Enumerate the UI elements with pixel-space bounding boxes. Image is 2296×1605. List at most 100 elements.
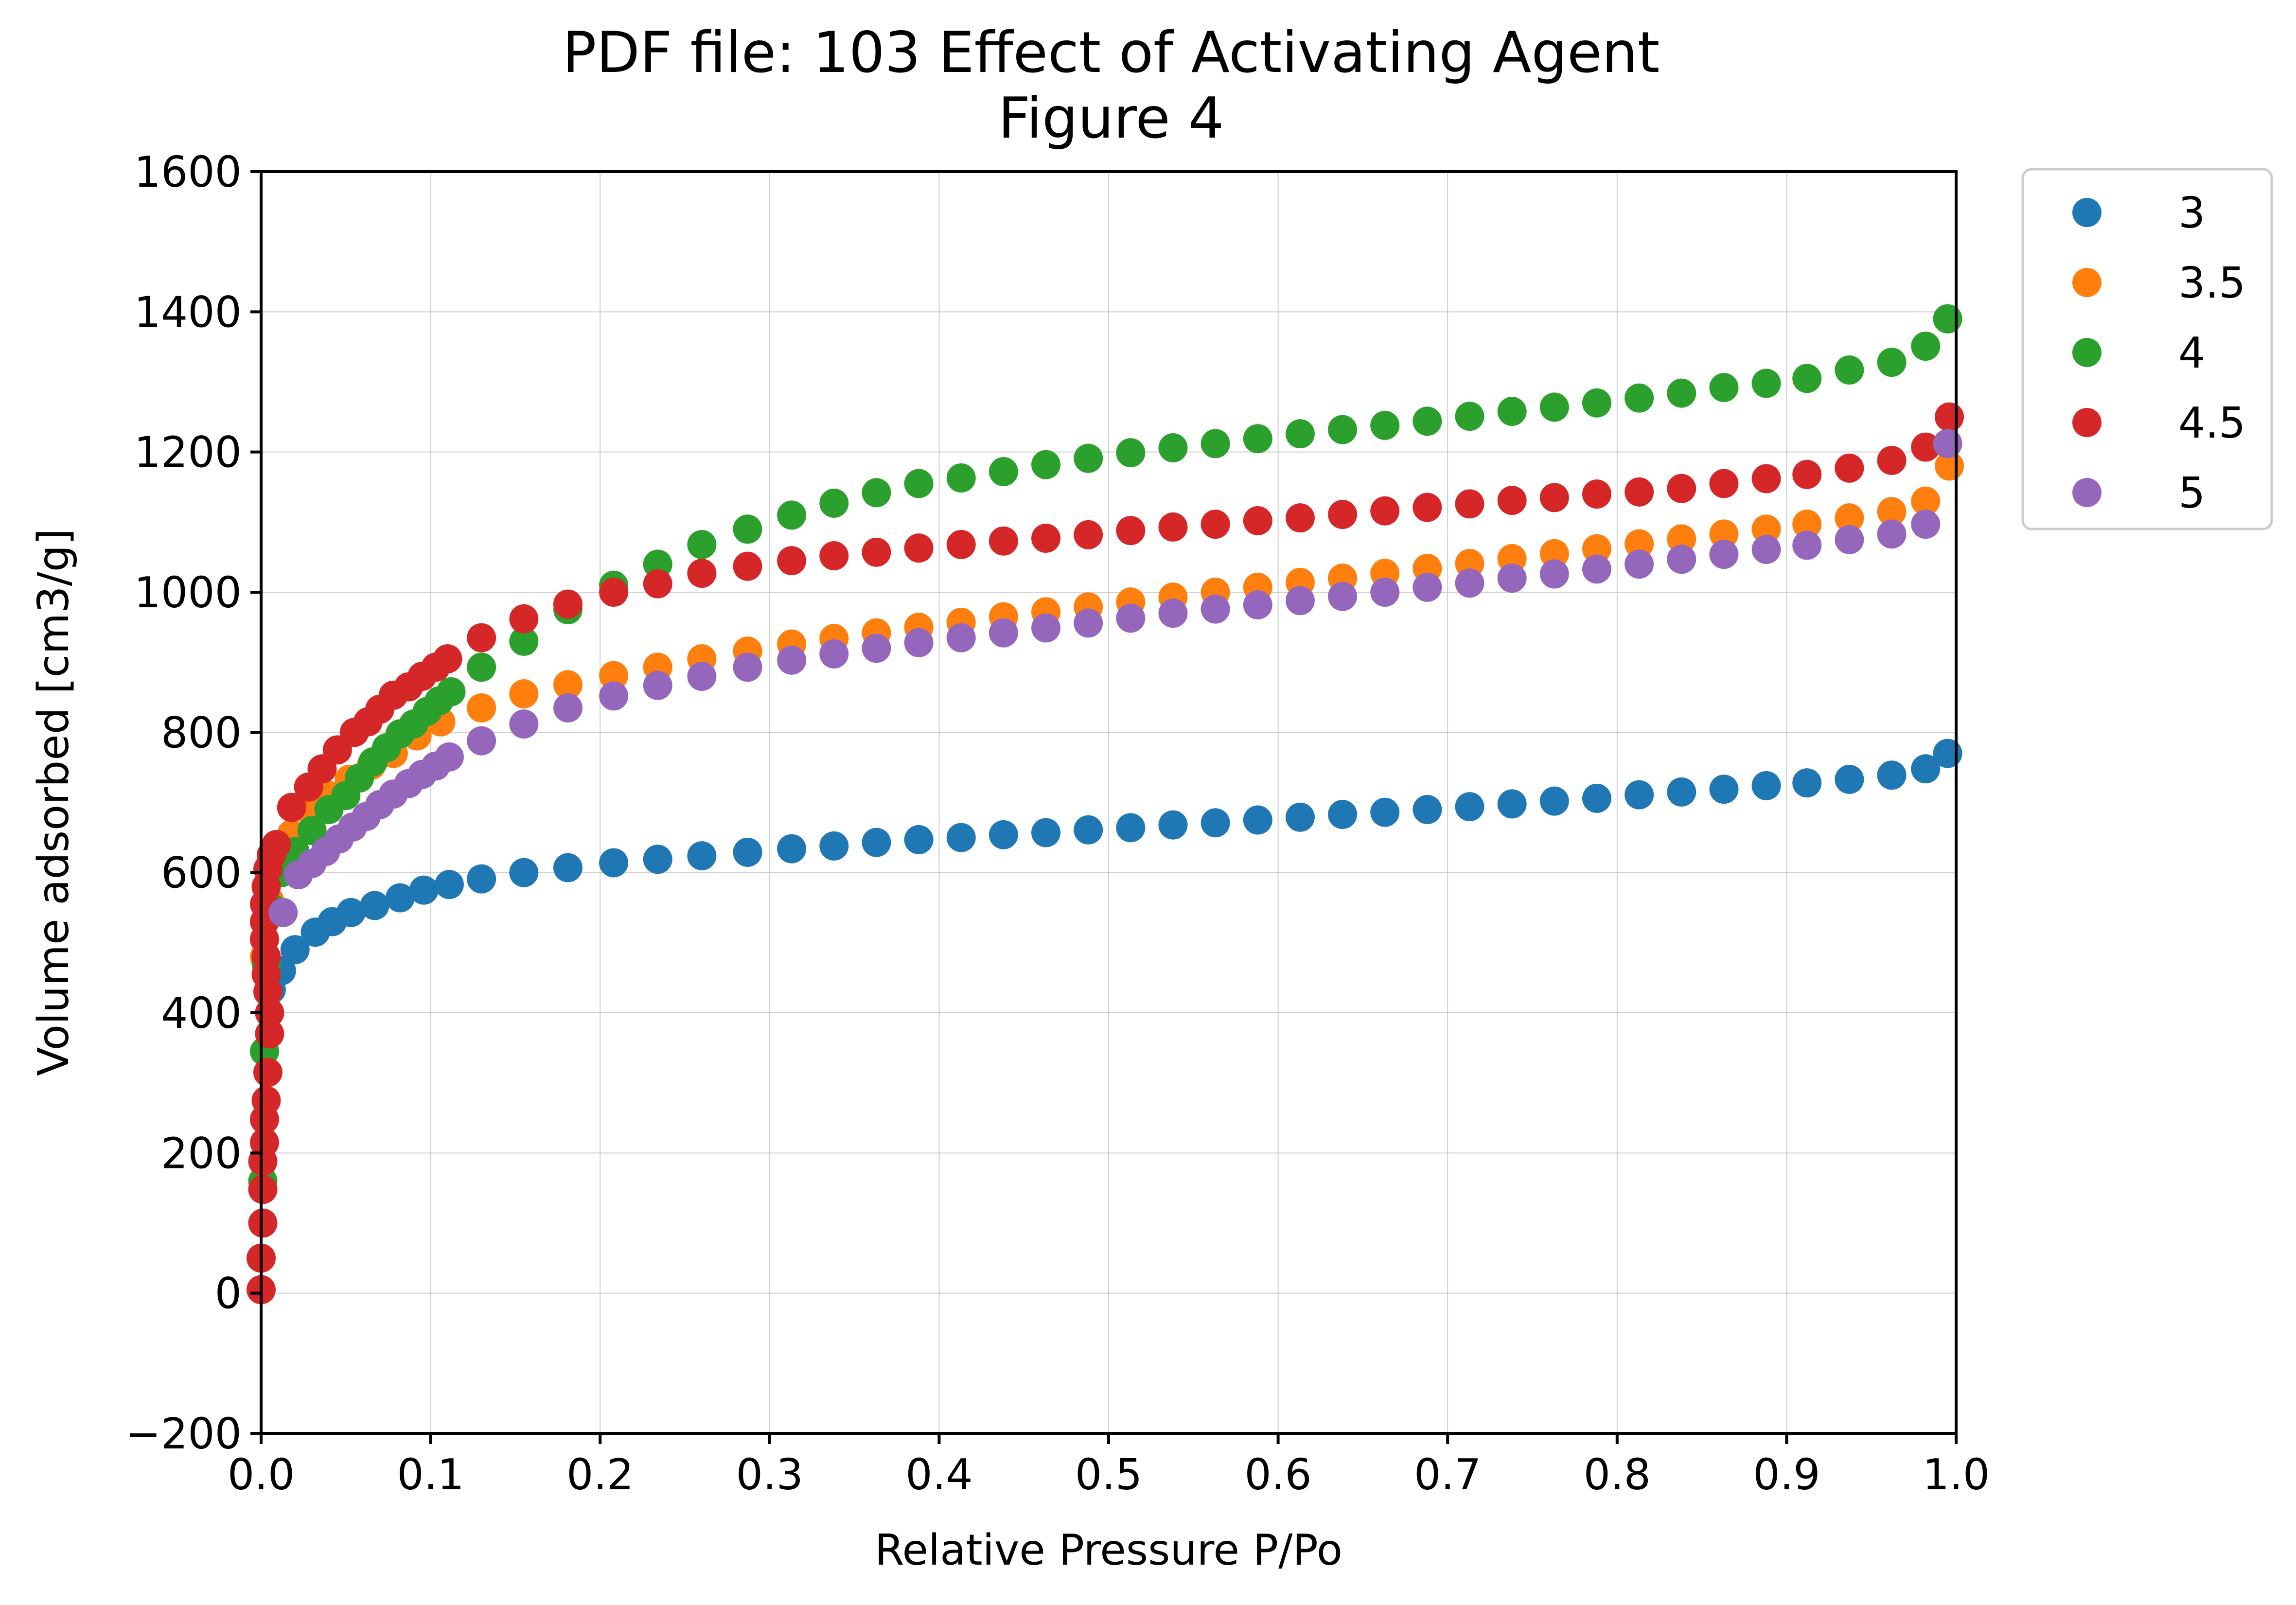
data-point: [1370, 496, 1400, 526]
data-point: [1877, 497, 1907, 527]
data-point: [1455, 792, 1484, 822]
data-point: [360, 891, 389, 920]
data-point: [904, 628, 934, 657]
data-point: [862, 828, 891, 857]
legend-marker: [2072, 338, 2102, 367]
data-point: [777, 500, 807, 530]
data-point: [1835, 355, 1864, 385]
data-point: [819, 488, 849, 518]
data-point: [1709, 775, 1739, 804]
data-point: [385, 883, 415, 913]
data-point: [248, 1208, 278, 1238]
data-point: [777, 546, 807, 576]
data-point: [946, 463, 976, 493]
data-point: [509, 604, 539, 634]
data-point: [1582, 388, 1611, 418]
data-point: [1497, 789, 1527, 819]
data-point: [1933, 739, 1962, 768]
y-tick-label: 600: [161, 848, 242, 898]
data-point: [862, 634, 891, 663]
data-point: [1751, 464, 1781, 494]
data-point: [509, 679, 539, 709]
data-point: [1582, 534, 1611, 564]
data-point: [1074, 608, 1103, 638]
data-point: [1031, 523, 1061, 553]
data-point: [1413, 493, 1442, 522]
data-point: [1201, 429, 1230, 459]
x-axis-ticks: 0.0 0.1 0.2 0.3 0.4 0.5 0.6 0.7 0.8 0.9 1.0: [228, 1433, 1990, 1499]
data-point: [277, 793, 306, 822]
data-point: [268, 898, 298, 927]
data-point: [733, 514, 762, 544]
data-point: [1539, 786, 1569, 816]
data-point: [467, 693, 496, 723]
x-tick-label: 0.2: [566, 1450, 634, 1499]
data-point: [1582, 479, 1611, 509]
data-point: [1709, 373, 1739, 403]
data-point: [733, 653, 762, 682]
data-point: [1709, 540, 1739, 569]
data-point: [1792, 364, 1822, 393]
legend-label: 3: [2178, 188, 2205, 238]
data-point: [946, 529, 976, 559]
data-point: [467, 726, 496, 756]
data-point: [1031, 818, 1061, 847]
data-point: [1370, 578, 1400, 607]
legend-frame: [2021, 168, 2273, 530]
data-point: [643, 845, 672, 874]
data-point: [862, 537, 891, 567]
data-point: [904, 533, 934, 563]
data-point: [1625, 780, 1654, 810]
legend-marker: [2072, 408, 2102, 437]
data-point: [599, 578, 629, 607]
data-point: [1835, 525, 1864, 554]
legend-label: 5: [2178, 468, 2205, 518]
data-point: [1074, 520, 1103, 549]
data-point: [989, 457, 1018, 487]
data-point: [1835, 453, 1864, 483]
data-point: [1935, 402, 1964, 432]
data-point: [1539, 483, 1569, 512]
legend-marker: [2072, 478, 2102, 507]
data-point: [1158, 433, 1188, 463]
data-point: [1625, 549, 1654, 579]
data-point: [1328, 800, 1358, 829]
data-point: [989, 618, 1018, 648]
data-point: [1158, 810, 1188, 840]
data-point: [1877, 445, 1907, 475]
data-point: [1835, 503, 1864, 533]
data-point: [989, 820, 1018, 849]
data-point: [819, 541, 849, 571]
data-point: [1074, 443, 1103, 473]
data-point: [1285, 586, 1315, 616]
data-point: [1201, 808, 1230, 838]
x-tick-label: 0.0: [228, 1450, 295, 1499]
data-point: [1158, 599, 1188, 628]
data-point: [1285, 419, 1315, 449]
data-point: [1751, 771, 1781, 800]
data-point: [1877, 760, 1907, 790]
data-point: [434, 742, 464, 772]
data-point: [687, 529, 717, 559]
data-point: [1667, 378, 1696, 408]
data-point: [1413, 794, 1442, 824]
y-tick-label: 0: [215, 1269, 242, 1319]
data-point: [1328, 415, 1358, 444]
x-axis-label: Relative Pressure P/Po: [875, 1525, 1342, 1575]
data-point: [819, 639, 849, 669]
data-point: [599, 681, 629, 711]
data-point: [1455, 489, 1484, 519]
data-point: [467, 623, 496, 653]
data-point: [1582, 783, 1611, 813]
data-point: [904, 825, 934, 854]
data-point: [509, 709, 539, 739]
x-tick-label: 0.7: [1414, 1450, 1481, 1499]
data-point: [1911, 754, 1941, 784]
data-point: [733, 551, 762, 581]
data-point: [1911, 331, 1941, 361]
data-point: [1031, 450, 1061, 479]
data-point: [1455, 568, 1484, 598]
x-tick-label: 0.5: [1075, 1450, 1142, 1499]
data-point: [1709, 469, 1739, 498]
data-point: [253, 1058, 283, 1087]
